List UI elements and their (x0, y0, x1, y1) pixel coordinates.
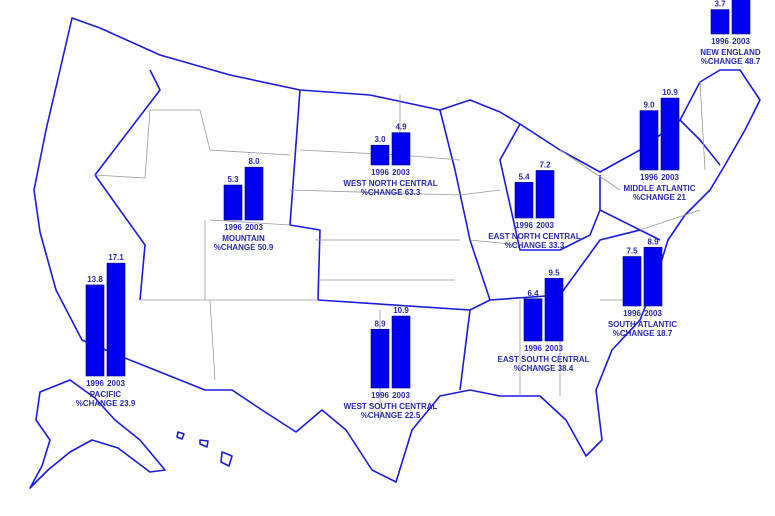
value-label: 7.2 (539, 160, 551, 169)
bar (391, 315, 411, 389)
bar (643, 246, 663, 307)
year-label: 2003 (644, 309, 662, 318)
region-change: %CHANGE 18.7 (613, 329, 673, 338)
value-label: 5.3 (227, 175, 239, 184)
value-label: 8.0 (248, 157, 260, 166)
value-label: 9.5 (548, 268, 560, 277)
year-label: 2003 (545, 344, 563, 353)
bar (514, 182, 534, 219)
year-label: 1996 (371, 168, 389, 177)
value-label: 8.9 (647, 237, 659, 246)
year-label: 1996 (86, 379, 104, 388)
bar (523, 298, 543, 342)
region-change: %CHANGE 48.7 (701, 57, 761, 66)
value-label: 10.9 (662, 88, 678, 97)
region-name: PACIFIC (90, 390, 122, 399)
map-outline (29, 17, 761, 489)
year-label: 2003 (732, 37, 750, 46)
year-label: 2003 (392, 391, 410, 400)
region-change: %CHANGE 21 (633, 193, 686, 202)
bar (544, 277, 564, 342)
bar (370, 328, 390, 389)
value-label: 5.4 (518, 172, 530, 181)
region-name: MIDDLE ATLANTIC (624, 184, 696, 193)
region-name: EAST SOUTH CENTRAL (498, 355, 590, 364)
bar (731, 0, 751, 35)
region-change: %CHANGE 23.9 (76, 399, 136, 408)
value-label: 4.9 (395, 123, 407, 132)
region-change: %CHANGE 50.9 (214, 243, 274, 252)
year-label: 1996 (524, 344, 542, 353)
bar (639, 110, 659, 171)
year-label: 1996 (711, 37, 729, 46)
region-change: %CHANGE 63.3 (361, 188, 421, 197)
year-label: 2003 (107, 379, 125, 388)
value-label: 3.7 (714, 0, 726, 9)
value-label: 10.9 (393, 306, 409, 315)
year-label: 1996 (640, 173, 658, 182)
region-change: %CHANGE 22.5 (361, 411, 421, 420)
region-change: %CHANGE 33.3 (505, 241, 565, 250)
bar (223, 184, 243, 221)
bar (535, 170, 555, 219)
value-label: 3.0 (374, 135, 386, 144)
year-label: 1996 (371, 391, 389, 400)
bar (106, 262, 126, 377)
bar (391, 132, 411, 166)
year-label: 2003 (536, 221, 554, 230)
bar (370, 144, 390, 166)
region-name: MOUNTAIN (222, 234, 265, 243)
region-change: %CHANGE 38.4 (514, 364, 574, 373)
bar (85, 284, 105, 377)
value-label: 7.5 (626, 247, 638, 256)
region-name: WEST NORTH CENTRAL (343, 179, 437, 188)
year-label: 2003 (661, 173, 679, 182)
region-name: SOUTH ATLANTIC (608, 320, 678, 329)
value-label: 13.8 (87, 275, 103, 284)
region-name: WEST SOUTH CENTRAL (344, 402, 438, 411)
year-label: 1996 (623, 309, 641, 318)
bar (622, 256, 642, 307)
year-label: 1996 (515, 221, 533, 230)
region-name: NEW ENGLAND (700, 48, 761, 57)
bar (710, 9, 730, 35)
value-label: 6.4 (527, 289, 539, 298)
year-label: 1996 (224, 223, 242, 232)
bar (244, 166, 264, 221)
region-name: EAST NORTH CENTRAL (488, 232, 581, 241)
bar (660, 97, 680, 171)
bar-charts: 13.8 1996 17.1 2003 PACIFIC%CHANGE 23.9 5.3 19… (76, 0, 761, 420)
value-label: 17.1 (108, 253, 124, 262)
value-label: 8.9 (374, 319, 386, 328)
year-label: 2003 (245, 223, 263, 232)
value-label: 9.0 (643, 101, 655, 110)
year-label: 2003 (392, 168, 410, 177)
